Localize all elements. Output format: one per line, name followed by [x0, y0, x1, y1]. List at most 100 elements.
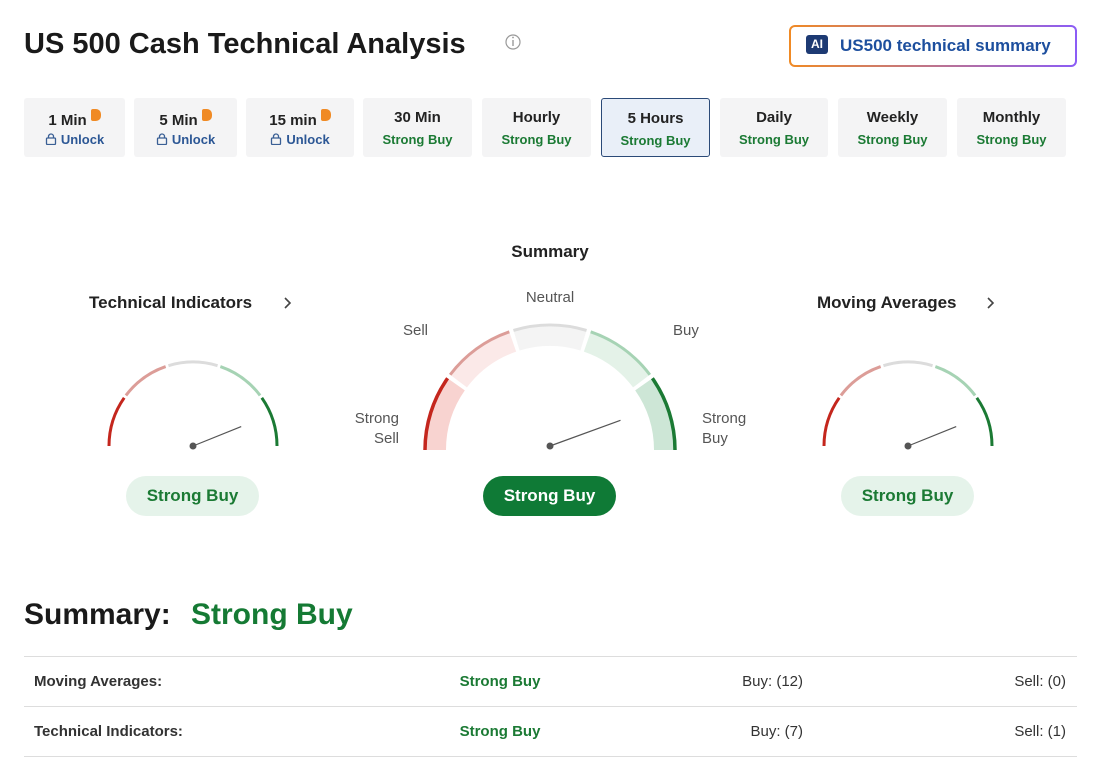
row-sell: Sell: (1) — [1014, 723, 1066, 740]
timeframe-tab[interactable]: 5 Min Unlock — [134, 98, 237, 157]
tab-status: Unlock — [171, 132, 216, 147]
tab-label-row: 15 min — [246, 109, 354, 130]
timeframe-tab[interactable]: Hourly Strong Buy — [482, 98, 591, 157]
tab-label: 5 Hours — [627, 110, 684, 127]
row-sell: Sell: (0) — [1014, 673, 1066, 690]
premium-icon — [320, 109, 331, 121]
info-icon — [512, 36, 514, 39]
tab-label-row: 5 Hours — [602, 110, 709, 128]
lock-icon — [271, 133, 282, 146]
info-icon — [505, 34, 521, 50]
gauge-rim — [650, 377, 677, 451]
tab-status-row: Strong Buy — [838, 131, 947, 149]
tab-label-row: Hourly — [482, 109, 591, 127]
lock-icon — [156, 133, 167, 146]
tab-label-row: Daily — [720, 109, 828, 127]
tab-status-row: Strong Buy — [482, 131, 591, 149]
gauge-segment — [975, 396, 994, 447]
tab-status: Strong Buy — [738, 132, 810, 147]
table-divider — [24, 656, 1077, 657]
tab-label: 30 Min — [394, 109, 441, 126]
gauge-needle — [907, 425, 957, 447]
gauge-result: Strong Buy — [841, 476, 974, 516]
summary-value: Strong Buy — [191, 598, 353, 631]
summary-label: Summary: — [24, 598, 171, 631]
gauge-segment — [883, 360, 933, 368]
tab-label: Weekly — [866, 109, 919, 126]
gauge-needle — [549, 419, 621, 447]
tab-status-row: Unlock — [134, 131, 237, 149]
chevron-icon — [987, 297, 995, 309]
gauge-label: Sell — [402, 322, 428, 339]
gauge-pivot — [546, 442, 554, 450]
gauge-rim — [423, 377, 450, 451]
tab-status: Strong Buy — [382, 132, 453, 147]
row-signal: Strong Buy — [459, 673, 541, 690]
page-title: US 500 Cash Technical Analysis — [24, 28, 466, 60]
gauge-segment — [107, 396, 126, 447]
tab-label-row: 1 Min — [24, 109, 125, 130]
tab-status: Strong Buy — [857, 132, 928, 147]
gauge-rim — [590, 330, 652, 376]
gauge-rim — [513, 323, 587, 332]
ai-summary-button[interactable]: AI US500 technical summary — [789, 25, 1077, 67]
timeframe-tab[interactable]: Daily Strong Buy — [720, 98, 828, 157]
ai-summary-text: US500 technical summary — [840, 36, 1051, 55]
tab-label: 5 Min — [159, 112, 198, 129]
timeframe-tab[interactable]: 5 Hours Strong Buy — [601, 98, 710, 157]
gauge-result: Strong Buy — [483, 476, 616, 516]
gauge-segment — [934, 365, 977, 397]
tab-status-row: Unlock — [24, 131, 125, 149]
gauge-segment — [124, 365, 167, 397]
gauge-label: Neutral — [525, 289, 575, 306]
tab-status-row: Strong Buy — [957, 131, 1066, 149]
gauge-label: Strong Sell — [354, 410, 399, 447]
gauge-needle — [192, 425, 242, 447]
premium-icon — [201, 109, 212, 121]
gauge-segment — [260, 396, 279, 447]
timeframe-tab[interactable]: Monthly Strong Buy — [957, 98, 1066, 157]
tab-label: 1 Min — [48, 112, 87, 129]
gauge-segment — [424, 377, 465, 450]
gauge-segment — [839, 365, 882, 397]
table-divider — [24, 706, 1077, 707]
tab-status-row: Strong Buy — [363, 131, 472, 149]
tab-label-row: 30 Min — [363, 109, 472, 127]
gauge-segment — [635, 377, 677, 450]
gauge-segment — [513, 324, 587, 351]
tab-label: Daily — [756, 109, 792, 126]
gauge-segment — [449, 330, 517, 388]
gauge-label: Strong Buy — [702, 410, 747, 447]
gauge-title[interactable]: Moving Averages — [817, 293, 957, 312]
timeframe-tab[interactable]: 15 min Unlock — [246, 98, 354, 157]
tab-status-row: Strong Buy — [720, 131, 828, 149]
timeframe-tab[interactable]: 30 Min Strong Buy — [363, 98, 472, 157]
gauge-label: Buy — [673, 322, 699, 339]
tab-status-row: Unlock — [246, 131, 354, 149]
gauge-segment — [583, 330, 651, 388]
lock-icon — [45, 133, 56, 146]
gauge-title[interactable]: Technical Indicators — [89, 293, 253, 312]
row-name: Technical Indicators: — [34, 723, 183, 740]
tab-status: Strong Buy — [501, 132, 572, 147]
gauge-segment — [219, 365, 262, 397]
tab-label: Hourly — [512, 109, 561, 126]
tab-status-row: Strong Buy — [602, 132, 709, 150]
timeframe-tab[interactable]: Weekly Strong Buy — [838, 98, 947, 157]
row-name: Moving Averages: — [34, 673, 163, 690]
tab-status: Strong Buy — [976, 132, 1047, 147]
gauge-segment — [822, 396, 841, 447]
ai-badge: AI — [806, 35, 828, 54]
row-buy: Buy: (7) — [750, 723, 803, 740]
timeframe-tab[interactable]: 1 Min Unlock — [24, 98, 125, 157]
gauge-pivot — [189, 442, 197, 450]
gauge-pivot — [904, 442, 912, 450]
tab-status: Strong Buy — [620, 133, 691, 148]
row-signal: Strong Buy — [459, 723, 541, 740]
tab-label-row: Weekly — [838, 109, 947, 127]
tab-status: Unlock — [60, 132, 105, 147]
gauge-segment — [168, 360, 218, 368]
tab-label: 15 min — [269, 112, 317, 129]
